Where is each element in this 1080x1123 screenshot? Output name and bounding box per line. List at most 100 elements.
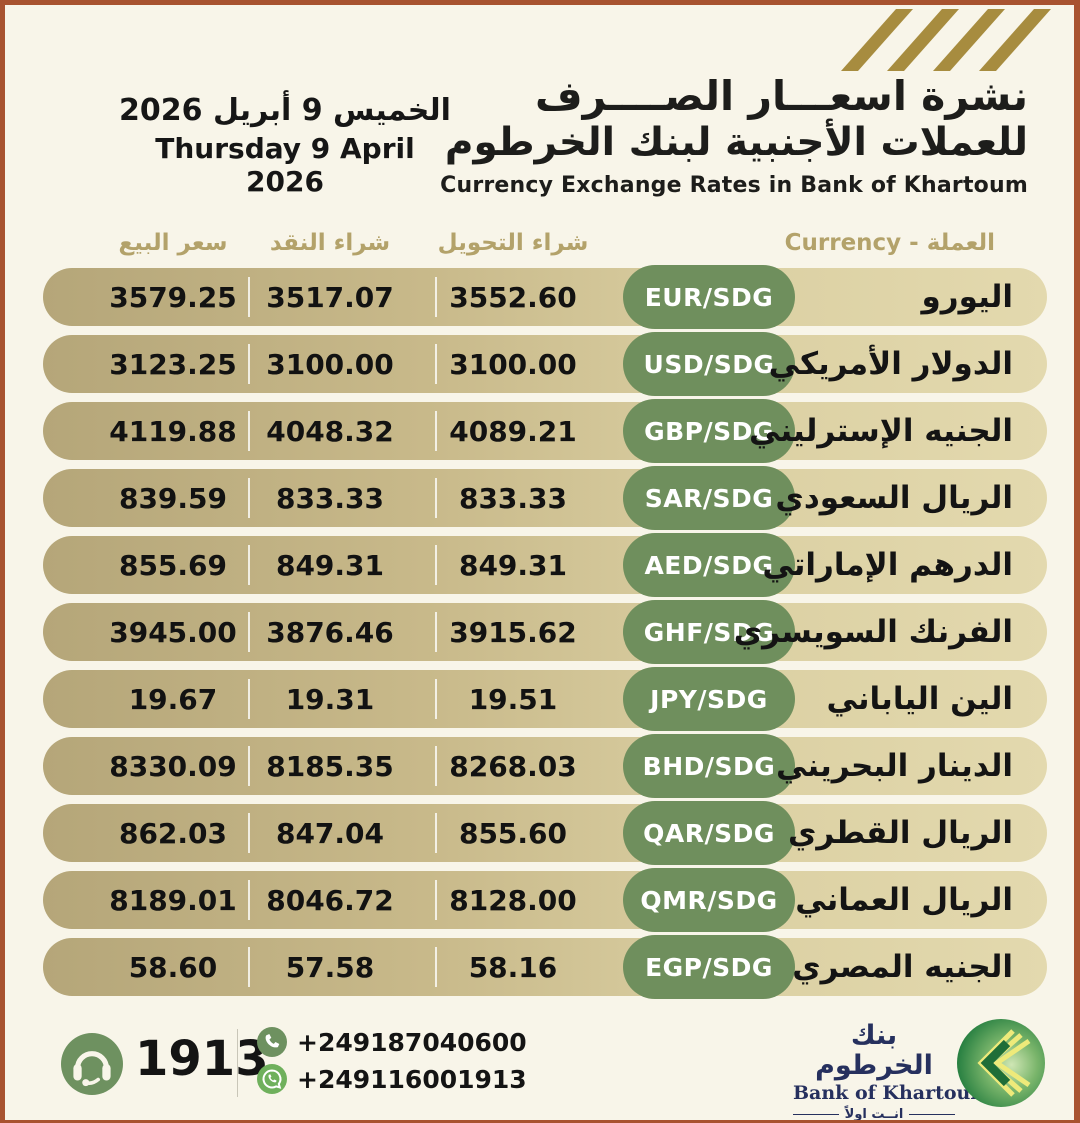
diagonal-stripes-icon <box>841 9 1051 71</box>
column-header-cash-buy: شراء النقد <box>269 230 391 256</box>
rate-row: 58.60 57.58 58.16 EGP/SDG الجنيه المصري <box>43 935 1047 999</box>
cash-buy-value: 57.58 <box>285 950 375 984</box>
currency-code-badge: QMR/SDG <box>623 868 795 932</box>
title-arabic-line2: للعملات الأجنبية لبنك الخرطوم <box>444 120 1028 166</box>
currency-code-badge: EGP/SDG <box>623 935 795 999</box>
transfer-buy-value: 3915.62 <box>449 615 577 649</box>
whatsapp-contact-line: +249116001913 <box>257 1064 527 1094</box>
column-divider <box>435 478 437 518</box>
transfer-buy-value: 58.16 <box>468 950 558 984</box>
column-divider <box>248 478 250 518</box>
call-center-number: 1913 <box>135 1031 269 1087</box>
rate-row: 3123.25 3100.00 3100.00 USD/SDG الدولار … <box>43 332 1047 396</box>
date-block: الخميس 9 أبريل 2026 Thursday 9 April 202… <box>115 93 455 198</box>
transfer-buy-value: 8268.03 <box>449 749 577 783</box>
column-header-sell-price: سعر البيع <box>118 230 228 256</box>
cash-buy-value: 849.31 <box>275 548 385 582</box>
rate-row: 19.67 19.31 19.51 JPY/SDG الين الياباني <box>43 667 1047 731</box>
cash-buy-value: 3517.07 <box>266 280 394 314</box>
column-divider <box>435 612 437 652</box>
column-divider <box>248 880 250 920</box>
transfer-buy-value: 3100.00 <box>449 347 577 381</box>
currency-name-arabic: الجنيه الإسترليني <box>749 413 1013 449</box>
whatsapp-number: +249116001913 <box>297 1064 527 1094</box>
sell-price-value: 855.69 <box>118 548 228 582</box>
transfer-buy-value: 3552.60 <box>449 280 577 314</box>
cash-buy-value: 833.33 <box>275 481 385 515</box>
bank-logo-english: Bank of Khartoum <box>793 1082 991 1105</box>
currency-code-badge: SAR/SDG <box>623 466 795 530</box>
column-divider <box>248 612 250 652</box>
bank-logo-arabic: بنك الخرطوم <box>815 1020 933 1081</box>
rate-row: 8189.01 8046.72 8128.00 QMR/SDG الريال ا… <box>43 868 1047 932</box>
column-divider <box>248 344 250 384</box>
diagonal-stripes-decoration <box>841 9 1056 71</box>
cash-buy-value: 8046.72 <box>266 883 394 917</box>
date-english: Thursday 9 April 2026 <box>155 132 415 198</box>
column-divider <box>435 545 437 585</box>
currency-code-badge: GBP/SDG <box>623 399 795 463</box>
column-divider <box>435 813 437 853</box>
transfer-buy-value: 855.60 <box>458 816 568 850</box>
tagline-rule-left <box>793 1114 839 1116</box>
column-divider <box>248 813 250 853</box>
currency-name-arabic: الريال السعودي <box>775 480 1013 516</box>
currency-code-badge: QAR/SDG <box>623 801 795 865</box>
sell-price-value: 3579.25 <box>109 280 237 314</box>
footer: 1913 +249187040600 +249116001913 بنك <box>5 1019 1074 1120</box>
currency-name-arabic: الريال القطري <box>788 815 1013 851</box>
column-divider <box>435 277 437 317</box>
column-divider <box>248 545 250 585</box>
column-divider <box>435 880 437 920</box>
sell-price-value: 3123.25 <box>109 347 237 381</box>
rate-row: 3945.00 3876.46 3915.62 GHF/SDG الفرنك ا… <box>43 600 1047 664</box>
currency-code-badge: GHF/SDG <box>623 600 795 664</box>
sell-price-value: 839.59 <box>118 481 228 515</box>
column-divider <box>435 344 437 384</box>
headset-icon <box>61 1033 123 1095</box>
currency-name-arabic: الدينار البحريني <box>776 748 1013 784</box>
cash-buy-value: 3100.00 <box>266 347 394 381</box>
rate-row: 4119.88 4048.32 4089.21 GBP/SDG الجنيه ا… <box>43 399 1047 463</box>
cash-buy-value: 4048.32 <box>266 414 394 448</box>
transfer-buy-value: 4089.21 <box>449 414 577 448</box>
transfer-buy-value: 849.31 <box>458 548 568 582</box>
column-divider <box>435 411 437 451</box>
whatsapp-icon <box>257 1064 287 1094</box>
sell-price-value: 4119.88 <box>109 414 237 448</box>
currency-code-badge: EUR/SDG <box>623 265 795 329</box>
currency-code-badge: JPY/SDG <box>623 667 795 731</box>
column-divider <box>248 746 250 786</box>
phone-number: +249187040600 <box>297 1027 527 1057</box>
rate-row: 3579.25 3517.07 3552.60 EUR/SDG اليورو <box>43 265 1047 329</box>
currency-name-arabic: الجنيه المصري <box>792 949 1013 985</box>
contact-block: +249187040600 +249116001913 <box>257 1027 527 1094</box>
cash-buy-value: 3876.46 <box>266 615 394 649</box>
column-divider <box>435 947 437 987</box>
date-arabic: الخميس 9 أبريل 2026 <box>119 93 451 128</box>
column-divider <box>248 411 250 451</box>
sell-price-value: 19.67 <box>128 682 218 716</box>
rate-row: 839.59 833.33 833.33 SAR/SDG الريال السع… <box>43 466 1047 530</box>
cash-buy-value: 847.04 <box>275 816 385 850</box>
sell-price-value: 3945.00 <box>109 615 237 649</box>
sell-price-value: 58.60 <box>128 950 218 984</box>
title-english: Currency Exchange Rates in Bank of Khart… <box>440 172 1028 198</box>
column-divider <box>435 679 437 719</box>
phone-contact-line: +249187040600 <box>257 1027 527 1057</box>
currency-name-arabic: الدولار الأمريكي <box>768 346 1013 382</box>
rate-row: 855.69 849.31 849.31 AED/SDG الدرهم الإم… <box>43 533 1047 597</box>
currency-name-arabic: الدرهم الإماراتي <box>762 547 1013 583</box>
tagline-rule-right <box>909 1114 956 1116</box>
currency-code-badge: USD/SDG <box>623 332 795 396</box>
column-divider <box>248 947 250 987</box>
rate-row: 8330.09 8185.35 8268.03 BHD/SDG الدينار … <box>43 734 1047 798</box>
header-title-block: نشرة اسعـــار الصــــرف للعملات الأجنبية… <box>440 72 1028 198</box>
sell-price-value: 862.03 <box>118 816 228 850</box>
table-column-headers: سعر البيع شراء النقد شراء التحويل العملة… <box>43 225 1047 261</box>
currency-name-arabic: الريال العماني <box>795 882 1013 918</box>
currency-name-arabic: الفرنك السويسري <box>733 614 1013 650</box>
column-divider <box>248 277 250 317</box>
column-divider <box>248 679 250 719</box>
footer-divider <box>237 1029 238 1097</box>
